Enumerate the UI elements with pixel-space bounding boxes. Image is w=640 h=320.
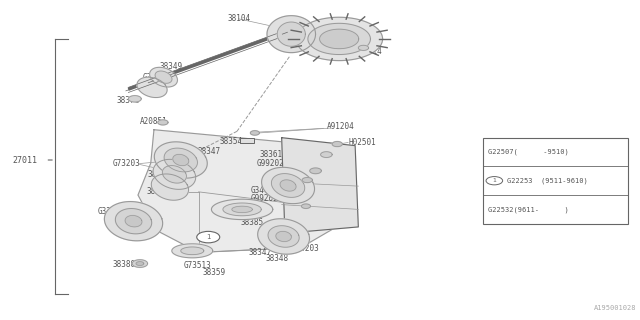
Text: 27020: 27020 xyxy=(346,28,369,37)
Text: 38380: 38380 xyxy=(113,260,136,269)
Polygon shape xyxy=(132,260,148,268)
Polygon shape xyxy=(262,167,314,204)
Polygon shape xyxy=(296,17,383,60)
Text: A21114: A21114 xyxy=(355,47,383,56)
Polygon shape xyxy=(282,138,358,233)
Polygon shape xyxy=(277,22,305,46)
Text: G34001: G34001 xyxy=(154,179,182,188)
Polygon shape xyxy=(129,96,141,102)
Polygon shape xyxy=(308,23,371,54)
Polygon shape xyxy=(319,29,358,49)
Polygon shape xyxy=(104,202,163,241)
Polygon shape xyxy=(136,262,144,266)
Text: 38347: 38347 xyxy=(248,248,271,257)
Text: 38349: 38349 xyxy=(159,61,182,70)
Polygon shape xyxy=(223,203,261,216)
Text: A21031: A21031 xyxy=(310,166,337,175)
Polygon shape xyxy=(138,130,355,252)
Text: A20851: A20851 xyxy=(140,116,168,126)
Polygon shape xyxy=(271,174,305,197)
Polygon shape xyxy=(310,168,321,174)
Polygon shape xyxy=(267,16,316,52)
Polygon shape xyxy=(115,209,152,234)
Polygon shape xyxy=(321,152,332,157)
Text: 38371: 38371 xyxy=(117,96,140,105)
Text: G99202: G99202 xyxy=(256,159,284,168)
Text: 1: 1 xyxy=(206,234,211,240)
Text: A91204: A91204 xyxy=(326,122,354,131)
Text: 38104: 38104 xyxy=(227,14,250,23)
Polygon shape xyxy=(250,131,259,135)
Polygon shape xyxy=(258,219,310,254)
Circle shape xyxy=(486,177,502,185)
Text: G32502: G32502 xyxy=(98,207,125,216)
Text: 1: 1 xyxy=(492,178,496,183)
Polygon shape xyxy=(301,204,310,208)
Text: G73203: G73203 xyxy=(113,159,140,168)
Polygon shape xyxy=(125,215,142,227)
Text: G73203: G73203 xyxy=(291,244,319,253)
Text: 38361: 38361 xyxy=(259,150,282,159)
Text: 38359: 38359 xyxy=(202,268,226,277)
Circle shape xyxy=(196,231,220,243)
Text: 38354: 38354 xyxy=(220,137,243,146)
Polygon shape xyxy=(150,67,177,87)
Text: A195001028: A195001028 xyxy=(594,305,636,311)
Polygon shape xyxy=(163,165,186,183)
Text: A20851: A20851 xyxy=(301,201,328,210)
Polygon shape xyxy=(332,141,342,147)
Text: 38348: 38348 xyxy=(266,254,289,263)
Polygon shape xyxy=(158,120,168,125)
Text: 27011: 27011 xyxy=(12,156,37,164)
Polygon shape xyxy=(155,71,172,83)
Text: G99202: G99202 xyxy=(251,194,279,204)
Text: G22253  (9511-9610): G22253 (9511-9610) xyxy=(507,178,588,184)
Polygon shape xyxy=(276,231,291,242)
Text: G22532(9611-      ): G22532(9611- ) xyxy=(488,206,569,212)
Polygon shape xyxy=(211,199,273,220)
Text: G22507(      -9510): G22507( -9510) xyxy=(488,149,569,155)
Polygon shape xyxy=(280,180,296,191)
Text: 38370: 38370 xyxy=(141,83,164,92)
Polygon shape xyxy=(153,159,196,189)
Text: 38312: 38312 xyxy=(147,188,170,196)
Polygon shape xyxy=(232,206,252,212)
Bar xyxy=(240,138,254,143)
Polygon shape xyxy=(302,178,312,183)
Text: G73513: G73513 xyxy=(183,261,211,270)
Text: 38348: 38348 xyxy=(148,170,171,179)
Polygon shape xyxy=(180,247,204,255)
Bar xyxy=(483,138,628,224)
Text: 32103: 32103 xyxy=(330,149,353,158)
Polygon shape xyxy=(358,45,369,50)
Text: G34001: G34001 xyxy=(251,186,279,195)
Text: 38347: 38347 xyxy=(197,147,221,156)
Text: H02501: H02501 xyxy=(348,138,376,147)
Polygon shape xyxy=(173,154,189,166)
Polygon shape xyxy=(172,244,212,258)
Polygon shape xyxy=(268,226,299,247)
Text: 38316: 38316 xyxy=(294,175,317,184)
Text: G33001: G33001 xyxy=(143,73,170,82)
Polygon shape xyxy=(154,142,207,178)
Text: 38385: 38385 xyxy=(240,218,263,227)
Polygon shape xyxy=(164,148,197,172)
Polygon shape xyxy=(151,174,189,200)
Polygon shape xyxy=(137,77,167,98)
